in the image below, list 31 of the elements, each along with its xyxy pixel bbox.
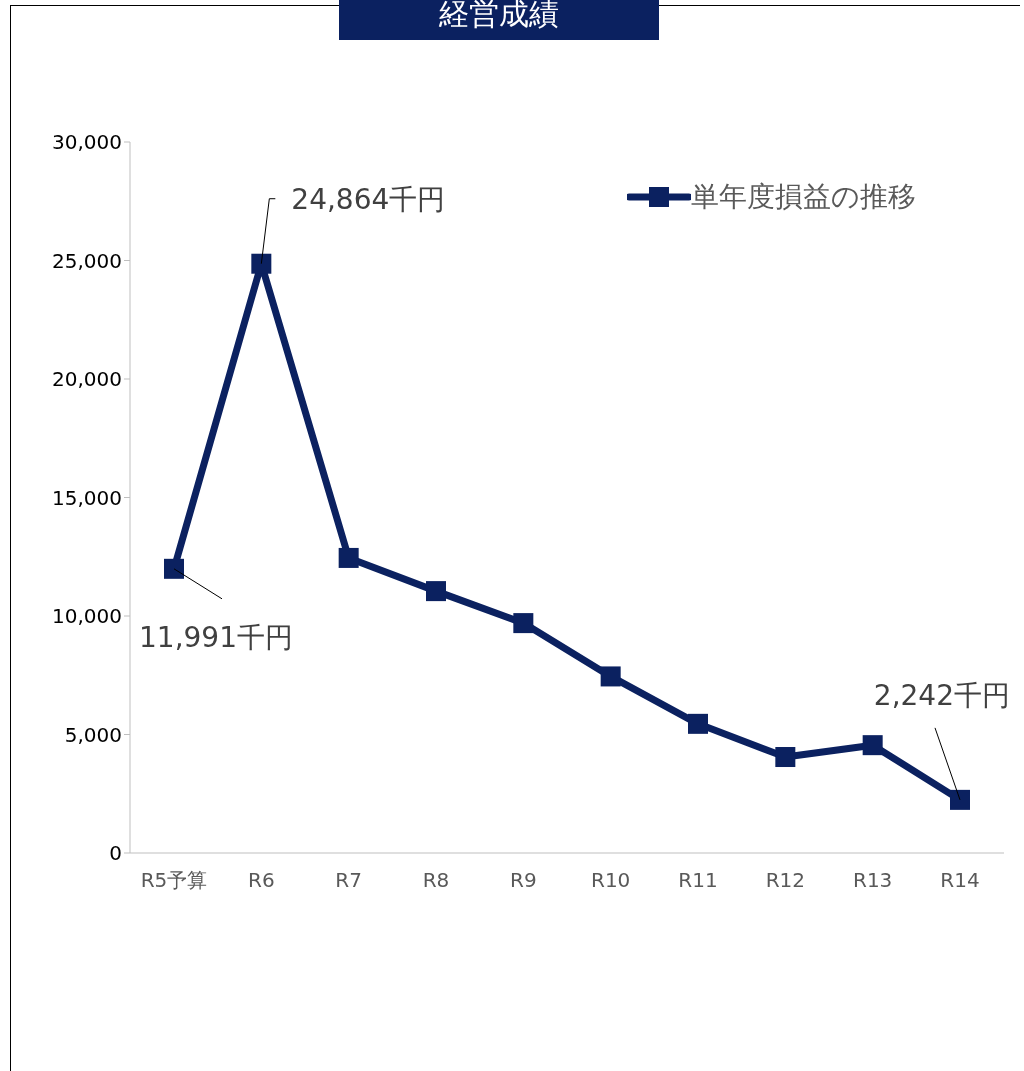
- point: [775, 747, 796, 768]
- point: [688, 713, 708, 734]
- x-tick-label: R5予算: [140, 868, 208, 893]
- x-tick-label: R11: [678, 868, 718, 893]
- x-tick-label: R12: [765, 868, 806, 893]
- x-tick-label: R8: [422, 868, 450, 893]
- y-tick-label: 0: [109, 841, 122, 866]
- point: [338, 547, 359, 568]
- point: [513, 613, 534, 634]
- point: [600, 666, 621, 687]
- y-tick-label: 10,000: [52, 604, 122, 629]
- y-tick-label: 20,000: [52, 367, 122, 392]
- y-tick-label: 15,000: [52, 485, 122, 510]
- point: [164, 558, 184, 579]
- point: [950, 789, 970, 810]
- y-tick-label: 30,000: [52, 130, 122, 155]
- x-tick-label: R6: [248, 868, 275, 893]
- annotation: 24,864千円: [291, 182, 446, 216]
- annotation: 2,242千円: [873, 678, 1010, 712]
- y-tick-label: 25,000: [52, 248, 122, 273]
- legend-label: 単年度損益の推移: [691, 179, 916, 215]
- x-tick-label: R14: [940, 868, 980, 893]
- x-tick-label: R13: [852, 868, 893, 893]
- point: [426, 581, 446, 602]
- annotation: 11,991千円: [139, 620, 293, 654]
- point: [862, 735, 883, 756]
- x-tick-label: R10: [590, 868, 631, 893]
- point: [251, 253, 272, 274]
- x-tick-label: R9: [510, 868, 537, 893]
- y-tick-label: 5,000: [64, 722, 122, 747]
- x-tick-label: R7: [335, 868, 362, 893]
